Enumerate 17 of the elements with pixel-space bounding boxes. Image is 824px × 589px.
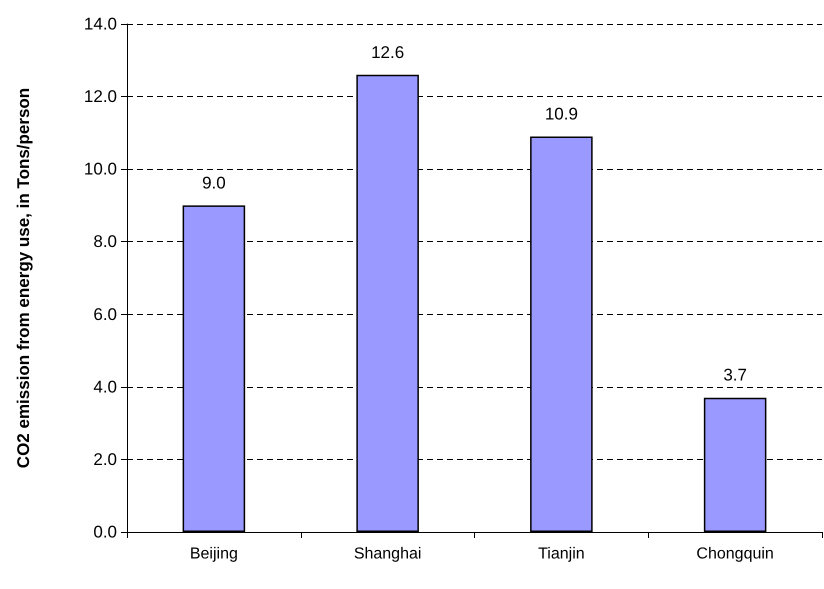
x-tick-label: Chongquin (696, 546, 774, 562)
x-tick-label: Beijing (190, 546, 238, 562)
y-tick-label: 8.0 (93, 232, 117, 252)
y-tick-label: 0.0 (93, 522, 117, 542)
y-tick-label: 2.0 (93, 450, 117, 469)
x-tick-label: Tianjin (538, 546, 585, 562)
y-tick-label: 12.0 (84, 87, 117, 106)
y-tick-label: 4.0 (93, 377, 117, 396)
x-tick-label: Shanghai (354, 546, 422, 562)
data-label: 10.9 (544, 104, 578, 124)
data-label: 12.6 (371, 42, 404, 62)
data-label: 9.0 (202, 173, 226, 192)
y-axis-title: CO2 emission from energy use, in Tons/person (14, 88, 33, 468)
y-tick-label: 14.0 (84, 14, 117, 34)
y-tick-label: 6.0 (93, 304, 117, 324)
data-label: 3.7 (723, 366, 747, 385)
y-tick-label: 10.0 (84, 160, 117, 179)
